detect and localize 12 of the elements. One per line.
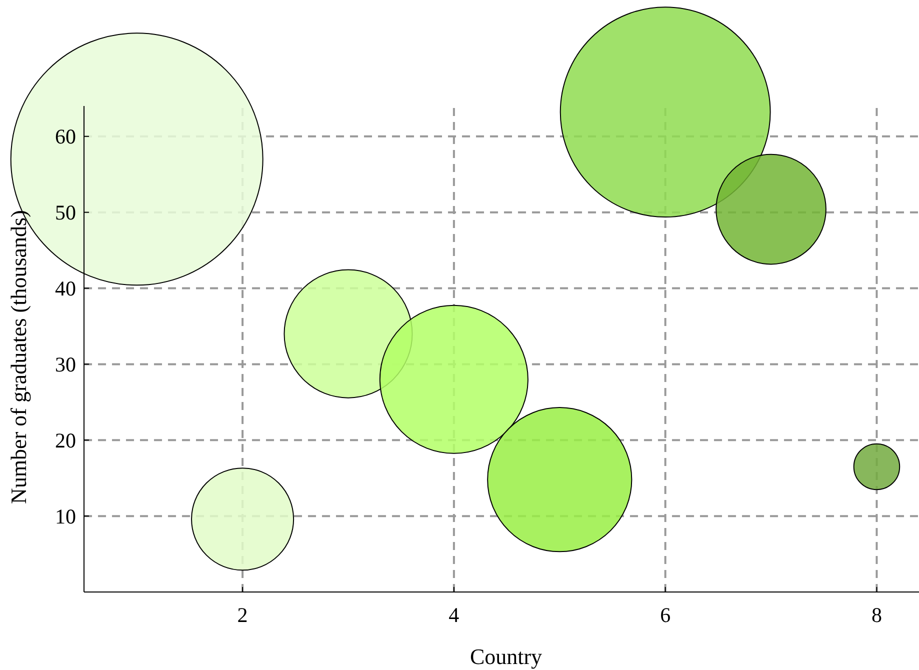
y-axis-title: Number of graduates (thousands) [6,210,31,504]
y-tick-label: 60 [55,124,76,149]
y-tick-label: 10 [55,504,76,528]
x-tick-label: 6 [660,603,671,627]
x-tick-label: 2 [237,603,248,627]
y-tick-label: 50 [55,200,76,225]
x-tick-label: 8 [871,603,882,627]
y-tick-label: 30 [55,352,76,377]
y-tick-label: 40 [55,276,76,301]
y-tick-label: 20 [55,428,76,452]
x-axis-title: Country [470,644,542,669]
x-tick-label: 4 [448,603,460,627]
